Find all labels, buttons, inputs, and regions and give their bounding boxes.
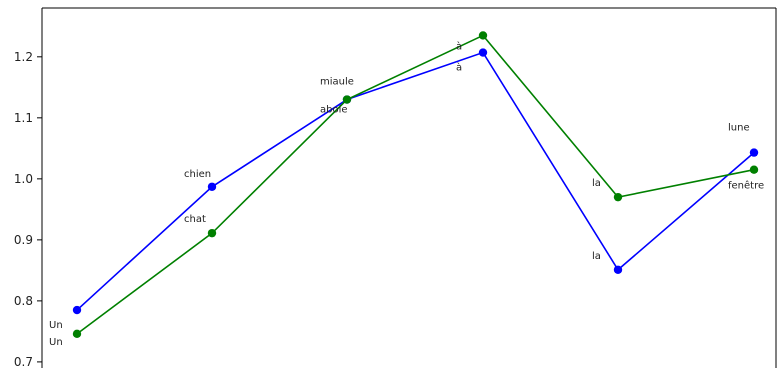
series-line-0 bbox=[76, 51, 755, 311]
point-label: chien bbox=[184, 169, 211, 180]
point-label: lune bbox=[728, 123, 750, 134]
y-tick-label: 1.1 bbox=[14, 111, 33, 125]
point-label: Un bbox=[49, 337, 63, 348]
y-tick-label: 1.2 bbox=[14, 50, 33, 64]
data-point bbox=[342, 95, 352, 104]
data-point bbox=[478, 48, 488, 57]
data-point bbox=[613, 192, 623, 202]
data-point bbox=[207, 228, 217, 238]
data-point bbox=[207, 182, 217, 191]
point-label: miaule bbox=[320, 77, 354, 88]
data-point bbox=[749, 148, 759, 157]
point-label: à bbox=[456, 40, 462, 52]
point-label: fenêtre bbox=[728, 180, 764, 192]
point-label: aboie bbox=[320, 105, 348, 116]
data-point bbox=[72, 329, 82, 339]
point-label: à bbox=[456, 62, 462, 74]
data-point bbox=[613, 265, 623, 274]
y-tick-label: 0.8 bbox=[14, 294, 33, 308]
y-tick-label: 1.0 bbox=[14, 172, 33, 186]
series-line-1 bbox=[76, 34, 755, 335]
y-tick-label: 0.7 bbox=[14, 355, 33, 369]
point-label: chat bbox=[184, 214, 206, 225]
y-tick-label: 0.9 bbox=[14, 233, 33, 247]
point-label: la bbox=[592, 178, 601, 189]
data-point bbox=[72, 305, 82, 315]
point-label: Un bbox=[49, 320, 63, 331]
data-point bbox=[478, 31, 488, 40]
data-point bbox=[749, 165, 759, 174]
point-label: la bbox=[592, 251, 601, 262]
